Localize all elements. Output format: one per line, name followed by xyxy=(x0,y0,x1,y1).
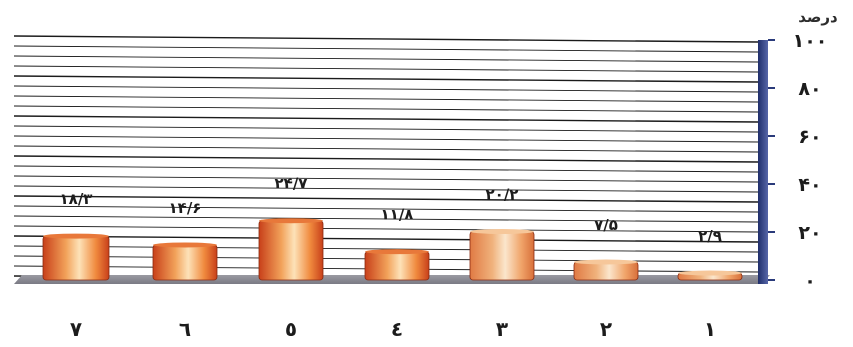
bar-cap xyxy=(678,270,742,276)
bar xyxy=(573,259,639,281)
gridline xyxy=(13,95,759,103)
bar xyxy=(152,242,218,281)
y-axis-label: درصد xyxy=(798,8,838,26)
bar-cap xyxy=(470,229,534,235)
y-axis-wall xyxy=(758,40,768,284)
y-axis-ticks: ۰ ۲۰ ۴۰ ۶۰ ۸۰ ۱۰۰ xyxy=(768,30,827,292)
gridline xyxy=(13,185,759,193)
x-tick-label: ٦ xyxy=(179,317,191,341)
gridline xyxy=(13,65,759,73)
bar-body xyxy=(42,235,110,281)
bar xyxy=(364,249,430,281)
gridline xyxy=(13,175,759,183)
bar xyxy=(258,218,324,281)
bar-cap xyxy=(43,233,109,239)
bar xyxy=(677,270,743,281)
bar-value-label: ۲۴/۷ xyxy=(275,175,308,193)
x-tick-label: ٥ xyxy=(285,317,297,341)
x-tick-label: ۲ xyxy=(600,317,612,341)
bar-body xyxy=(258,220,324,281)
gridline xyxy=(13,155,759,163)
bar-cap xyxy=(153,242,217,248)
bar-value-label: ۱۴/۶ xyxy=(169,199,202,217)
bar-cap xyxy=(259,218,323,224)
gridline xyxy=(13,245,759,253)
data-labels: ۱۸/۳ ۱۴/۶ ۲۴/۷ ۱۱/۸ ۲۰/۲ ۷/۵ ۲/۹ xyxy=(60,175,722,245)
bar-value-label: ۲/۹ xyxy=(698,227,722,245)
y-tick-label: ۸۰ xyxy=(798,78,821,100)
bar xyxy=(42,233,110,281)
gridline xyxy=(13,55,759,63)
bar-value-label: ۷/۵ xyxy=(594,216,618,234)
y-tick-label: ۲۰ xyxy=(798,222,821,244)
x-tick-label: ۷ xyxy=(70,317,82,341)
gridline xyxy=(13,145,759,153)
gridline xyxy=(13,215,759,223)
gridline xyxy=(13,75,759,83)
bar-value-label: ۱۱/۸ xyxy=(381,206,414,224)
gridline xyxy=(13,195,759,203)
gridline xyxy=(13,125,759,133)
y-tick-label: ۱۰۰ xyxy=(793,30,828,52)
bar-value-label: ۱۸/۳ xyxy=(60,190,93,208)
gridline xyxy=(13,105,759,113)
bar-body xyxy=(364,251,430,281)
bar-body xyxy=(152,244,218,281)
x-axis-ticks: ۷ ٦ ٥ ٤ ۳ ۲ ۱ xyxy=(70,317,716,341)
gridline xyxy=(13,35,759,43)
bars xyxy=(42,218,743,281)
bar-body xyxy=(573,261,639,281)
gridline xyxy=(13,235,759,243)
gridline xyxy=(13,45,759,53)
y-tick-label: ۰ xyxy=(804,270,816,292)
y-tick-label: ۴۰ xyxy=(798,174,821,196)
bar-body xyxy=(469,231,535,281)
gridline xyxy=(13,225,759,233)
bar-cap xyxy=(574,259,638,265)
x-tick-label: ۱ xyxy=(704,317,716,341)
bar-value-label: ۲۰/۲ xyxy=(486,186,519,204)
gridline xyxy=(13,135,759,143)
gridline xyxy=(13,85,759,93)
gridlines xyxy=(13,35,759,283)
x-tick-label: ٤ xyxy=(391,317,403,341)
gridline xyxy=(13,115,759,123)
gridline xyxy=(13,205,759,213)
bar-cap xyxy=(365,249,429,255)
gridline xyxy=(13,165,759,173)
x-tick-label: ۳ xyxy=(496,317,508,341)
bar xyxy=(469,229,535,281)
y-tick-label: ۶۰ xyxy=(798,126,821,148)
